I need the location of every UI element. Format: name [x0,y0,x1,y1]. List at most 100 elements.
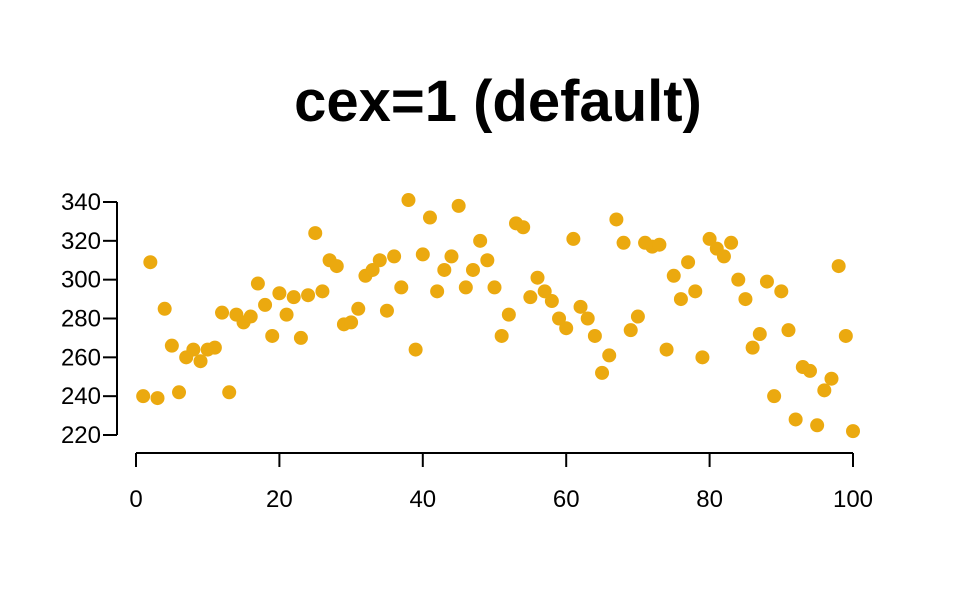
data-point [810,418,825,433]
data-point [494,328,509,343]
data-point [659,342,674,357]
data-point [186,342,201,357]
data-point [774,284,789,299]
data-point [157,301,172,316]
data-point [745,340,760,355]
data-point [802,363,817,378]
data-point [451,198,466,213]
data-point [286,290,301,305]
y-tick-label: 260 [61,344,101,371]
data-point [401,193,416,208]
data-point [838,328,853,343]
y-tick-label: 280 [61,306,101,333]
data-point [573,299,588,314]
chart-title: cex=1 (default) [294,69,702,134]
data-point [143,255,158,270]
data-point [193,354,208,369]
data-point [415,247,430,262]
data-point [759,274,774,289]
data-point [207,340,222,355]
data-point [846,424,860,439]
data-point [767,389,782,404]
data-point [630,309,645,324]
data-point [781,323,796,338]
data-point [580,311,595,326]
data-point [172,385,187,400]
data-point [136,389,151,404]
data-point [616,235,631,250]
data-point [652,237,667,252]
x-tick-label: 80 [696,486,723,513]
y-tick-label: 320 [61,228,101,255]
data-point [487,280,502,295]
data-point [272,286,287,301]
data-point [559,321,574,336]
data-point [222,385,237,400]
data-point [444,249,459,264]
data-point [301,288,316,303]
data-point [623,323,638,338]
data-point [215,305,230,320]
data-point [738,292,753,307]
data-point [250,276,265,291]
y-tick-label: 340 [61,189,101,216]
data-point [258,297,273,312]
y-tick-label: 220 [61,422,101,449]
data-point [473,233,488,248]
data-point [501,307,516,322]
data-point [544,294,559,309]
x-tick-label: 40 [409,486,436,513]
data-point [408,342,423,357]
data-point [243,309,258,324]
x-tick-label: 20 [266,486,293,513]
data-point [293,330,308,345]
data-point [824,371,839,386]
data-point [480,253,495,268]
data-point [702,231,717,246]
data-point [387,249,402,264]
data-point [681,255,696,270]
data-point [437,262,452,277]
data-point [523,290,538,305]
data-point [164,338,179,353]
data-point [265,328,280,343]
data-point [716,249,731,264]
data-point [724,235,739,250]
data-point [465,262,480,277]
x-tick-label: 0 [129,486,142,513]
data-point [150,391,165,406]
x-axis: 0 20 40 60 80 100 [129,453,873,513]
data-point [308,226,323,241]
data-point [365,262,380,277]
data-point [315,284,330,299]
data-point [752,327,767,342]
data-point [279,307,294,322]
data-point [552,311,567,326]
data-point [688,284,703,299]
data-point [731,272,746,287]
data-point [379,303,394,318]
data-point [430,284,445,299]
data-point [516,220,531,235]
data-point [817,383,832,398]
data-point [530,270,545,285]
data-point [695,350,710,365]
data-point [329,259,344,274]
data-point [666,268,681,283]
data-point [595,365,610,380]
data-points [136,193,860,439]
x-tick-label: 60 [553,486,580,513]
x-tick-label: 100 [833,486,873,513]
data-point [351,301,366,316]
data-point [587,328,602,343]
data-point [602,348,617,363]
data-point [394,280,409,295]
data-point [344,315,359,330]
data-point [458,280,473,295]
data-point [673,292,688,307]
data-point [372,253,387,268]
data-point [566,231,581,246]
data-point [788,412,803,427]
data-point [537,284,552,299]
